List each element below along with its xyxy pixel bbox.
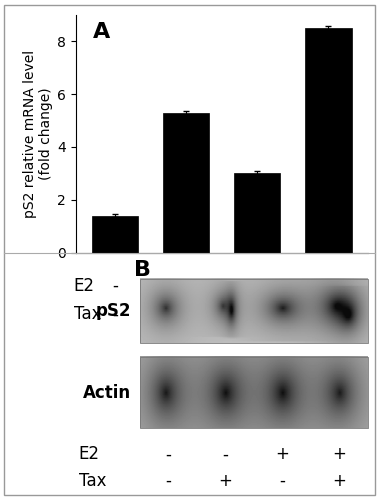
Text: -: - [166, 446, 171, 464]
Text: pS2: pS2 [96, 302, 131, 320]
Text: +: + [179, 277, 193, 294]
Text: +: + [218, 472, 232, 490]
Text: -: - [166, 472, 171, 490]
Y-axis label: pS2 relative mRNA level
(fold change): pS2 relative mRNA level (fold change) [23, 50, 53, 218]
Text: +: + [332, 446, 346, 464]
Text: -: - [183, 305, 189, 324]
Text: -: - [112, 305, 118, 324]
Text: +: + [321, 305, 335, 324]
Text: +: + [275, 446, 289, 464]
Text: -: - [222, 446, 228, 464]
Text: B: B [134, 260, 151, 280]
Bar [140, 357, 368, 428]
Text: Tax: Tax [74, 305, 101, 324]
Text: -: - [112, 277, 118, 294]
Text: -: - [279, 472, 285, 490]
Text: +: + [251, 305, 264, 324]
Bar [163, 112, 209, 252]
Text: +: + [332, 472, 346, 490]
Text: E2: E2 [79, 446, 100, 464]
Bar [305, 28, 352, 252]
Text: A: A [93, 22, 111, 42]
Text: E2: E2 [74, 277, 95, 294]
Text: Tax: Tax [79, 472, 106, 490]
Text: Actin: Actin [83, 384, 131, 402]
Bar [92, 216, 138, 252]
Bar [234, 174, 280, 252]
Text: -: - [254, 277, 260, 294]
Bar [140, 278, 368, 343]
Text: +: + [321, 277, 335, 294]
